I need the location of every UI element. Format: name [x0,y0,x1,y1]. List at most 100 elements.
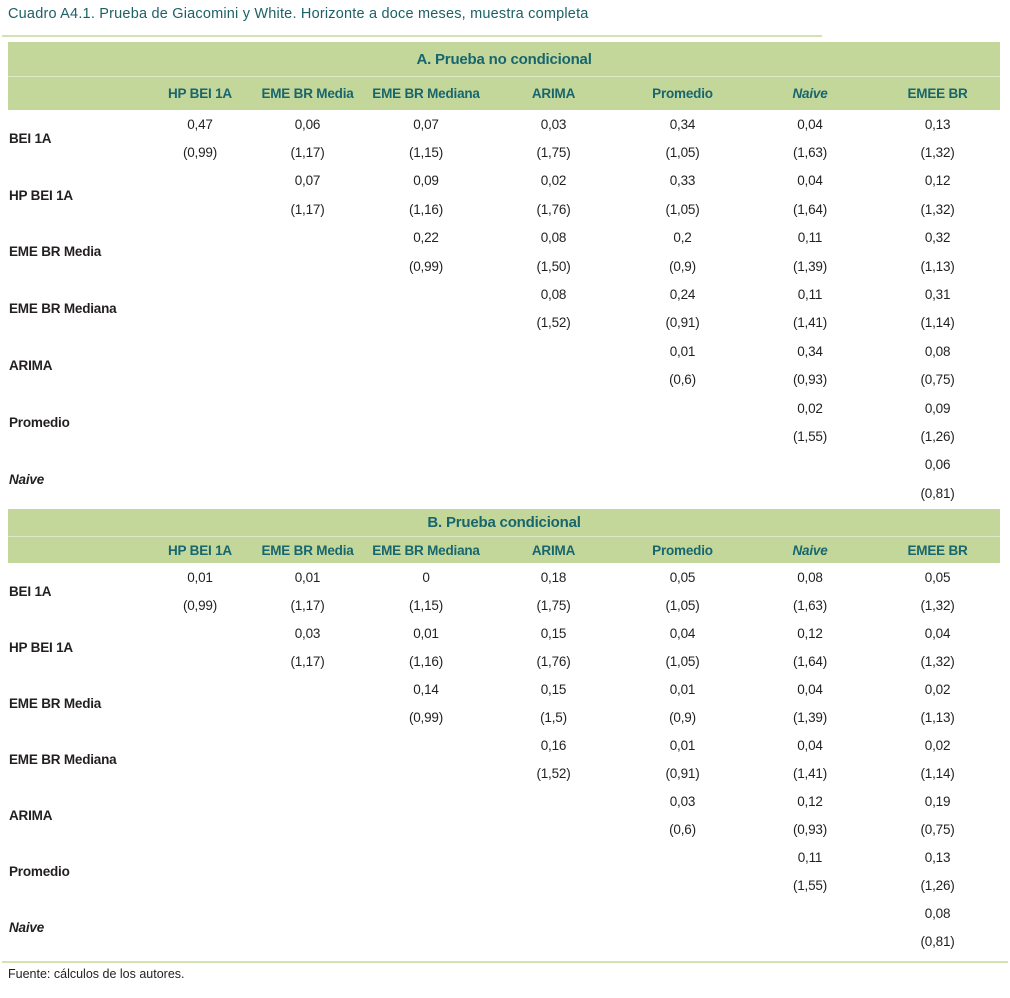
cell-stat [250,252,365,280]
col-header: Naive [745,536,875,563]
panel-title: B. Prueba condicional [8,509,1001,537]
cell-value: 0,08 [924,905,951,921]
cell-value: 0,13 [924,116,951,132]
cell-value [365,280,487,308]
cell-stat: (1,32) [920,597,955,613]
cell-value [365,394,487,422]
cell-stat: (1,14) [920,765,955,781]
cell-stat: (1,76) [536,653,571,669]
cell-stat: (1,17) [290,653,325,669]
cell-value: 0,04 [797,173,823,189]
cell-value: 0,01 [294,569,321,585]
cell-stat [150,815,250,843]
cell-stat: (1,64) [792,201,828,217]
cell-stat [620,871,745,899]
cell-stat [150,927,250,955]
cell-stat: (0,93) [792,372,828,388]
cell-stat: (1,14) [920,315,955,331]
row-label: EME BR Mediana [9,751,117,767]
row-label: BEI 1A [9,583,52,599]
cell-value [150,451,250,479]
cell-value [365,787,487,815]
cell-value: 0,47 [187,116,213,132]
cell-value: 0,03 [540,116,567,132]
cell-value: 0,19 [924,793,951,809]
row-label: ARIMA [9,807,53,823]
col-header: Naive [745,76,875,110]
row-label: Naive [9,471,45,487]
col-header: EMEE BR [875,536,1001,563]
cell-stat: (1,39) [792,709,828,725]
cell-value [250,451,365,479]
cell-value [150,899,250,927]
cell-stat: (1,75) [536,145,571,161]
cell-value [487,899,620,927]
cell-stat [487,815,620,843]
cell-stat: (0,75) [920,372,955,388]
cell-value [365,451,487,479]
cell-value: 0,24 [669,287,696,303]
cell-value [620,451,745,479]
cell-value: 0,16 [540,737,567,753]
col-header: ARIMA [487,536,620,563]
cell-value [365,337,487,365]
cell-stat [150,479,250,507]
cell-stat [365,927,487,955]
cell-value: 0,04 [669,625,696,641]
cell-value [150,675,250,703]
col-header: Promedio [620,76,745,110]
cell-stat: (0,93) [792,821,828,837]
cell-value: 0,01 [669,681,696,697]
cell-value [250,675,365,703]
cell-value: 0,02 [924,737,951,753]
col-header-blank [8,76,150,110]
cell-value: 0,14 [413,681,439,697]
cell-value: 0,11 [797,287,823,303]
cell-stat: (0,9) [669,258,696,274]
cell-stat [250,479,365,507]
cell-value [150,619,250,647]
cell-value: 0,22 [413,230,439,246]
row-label: HP BEI 1A [9,187,73,203]
cell-stat [250,927,365,955]
cell-value: 0,09 [413,173,439,189]
cell-stat [365,309,487,337]
cell-value: 0,11 [797,849,823,865]
cell-value: 0,12 [797,793,823,809]
cell-value: 0,01 [669,737,696,753]
cell-value [365,843,487,871]
cell-stat: (1,32) [920,653,955,669]
cell-value: 0,02 [797,400,823,416]
cell-value: 0,01 [669,343,696,359]
cell-value [487,394,620,422]
col-header: Promedio [620,536,745,563]
cell-stat [150,759,250,787]
cell-value: 0,07 [294,173,321,189]
cell-value [620,899,745,927]
cell-stat [487,366,620,394]
cell-stat [487,871,620,899]
cell-value [150,224,250,252]
cell-stat [150,703,250,731]
row-label: HP BEI 1A [9,639,73,655]
cell-value: 0,12 [924,173,951,189]
cell-value [150,167,250,195]
cell-value: 0,01 [187,569,213,585]
cell-stat [620,422,745,450]
cell-stat: (1,17) [290,145,325,161]
cell-stat: (1,50) [536,258,571,274]
cell-value: 0,03 [669,793,696,809]
cell-value [620,843,745,871]
cell-stat: (0,81) [920,933,955,949]
col-header-blank [8,536,150,563]
cell-value [487,843,620,871]
cell-value [250,899,365,927]
col-header: ARIMA [487,76,620,110]
cell-value: 0,08 [924,343,951,359]
cell-value [250,787,365,815]
cell-value [150,731,250,759]
cell-stat: (0,99) [408,258,444,274]
cell-stat: (1,55) [792,428,828,444]
cell-value [150,337,250,365]
